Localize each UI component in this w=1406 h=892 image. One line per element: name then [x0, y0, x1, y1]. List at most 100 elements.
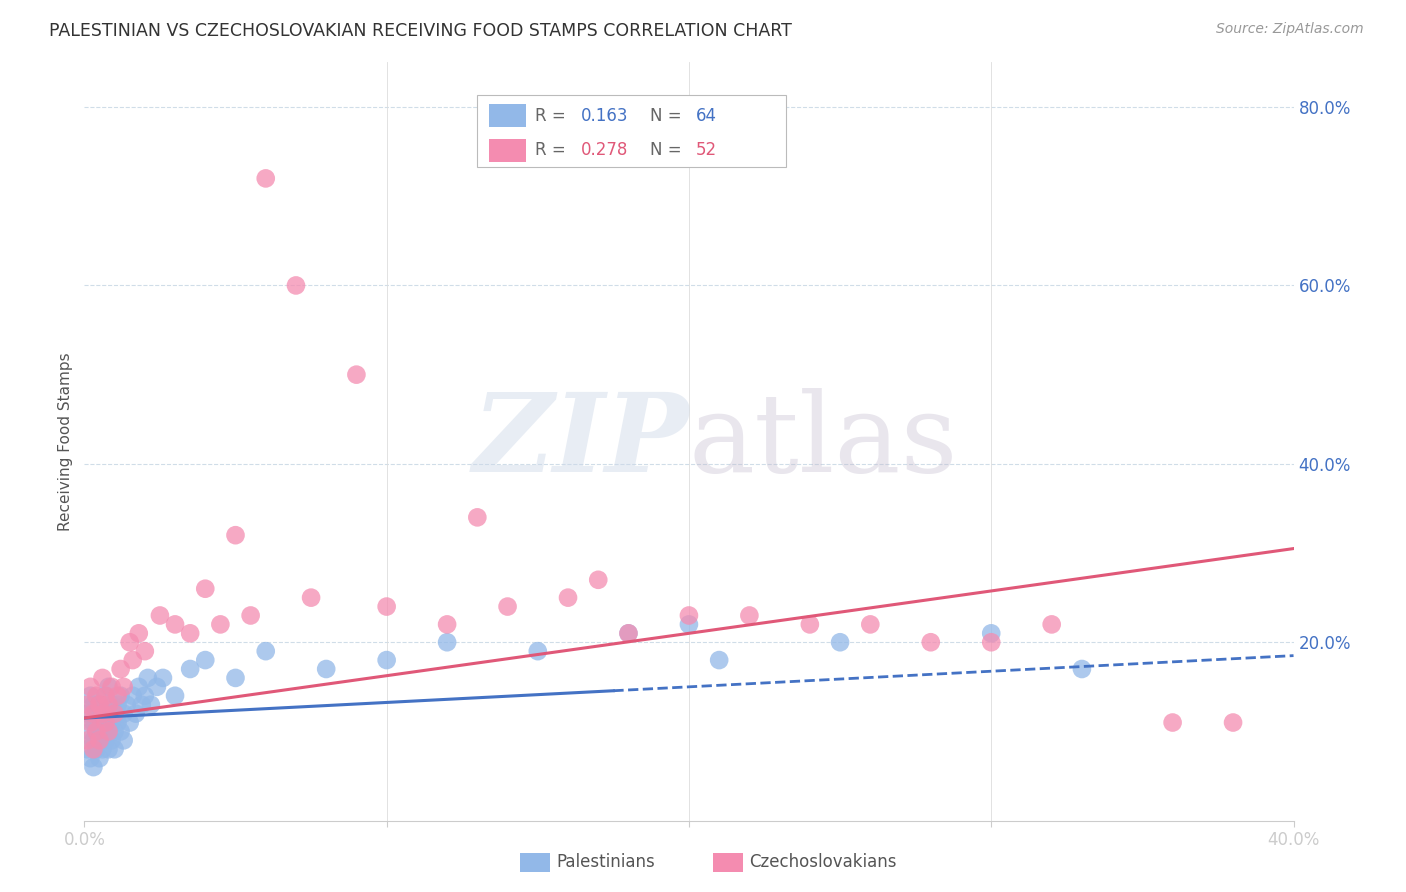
- Point: [79, 680, 101, 694]
- Point: [139, 698, 162, 712]
- Point: [709, 653, 731, 667]
- Text: N =: N =: [650, 106, 688, 125]
- Point: [152, 671, 174, 685]
- Point: [100, 698, 122, 712]
- Point: [799, 617, 821, 632]
- Point: [94, 689, 117, 703]
- Point: [91, 724, 114, 739]
- Text: 64: 64: [696, 106, 717, 125]
- Point: [86, 724, 108, 739]
- Text: atlas: atlas: [689, 388, 959, 495]
- Point: [89, 715, 111, 730]
- Point: [91, 671, 114, 685]
- Point: [97, 724, 120, 739]
- Point: [375, 599, 398, 614]
- Point: [79, 715, 101, 730]
- Point: [859, 617, 882, 632]
- Text: ZIP: ZIP: [472, 388, 689, 495]
- Point: [179, 662, 201, 676]
- Point: [110, 689, 132, 703]
- Point: [86, 724, 108, 739]
- Point: [97, 724, 120, 739]
- Point: [107, 698, 129, 712]
- Point: [82, 742, 104, 756]
- Point: [239, 608, 262, 623]
- Point: [125, 706, 148, 721]
- Point: [588, 573, 610, 587]
- Point: [920, 635, 942, 649]
- Point: [194, 653, 217, 667]
- Point: [100, 680, 122, 694]
- Point: [1161, 715, 1184, 730]
- Y-axis label: Receiving Food Stamps: Receiving Food Stamps: [58, 352, 73, 531]
- Text: 0.163: 0.163: [581, 106, 628, 125]
- Point: [86, 706, 108, 721]
- Point: [82, 715, 104, 730]
- Point: [97, 698, 120, 712]
- Point: [89, 733, 111, 747]
- Point: [97, 706, 120, 721]
- Point: [91, 706, 114, 721]
- Point: [496, 599, 519, 614]
- Point: [100, 733, 122, 747]
- Text: N =: N =: [650, 142, 688, 160]
- Point: [115, 698, 138, 712]
- Point: [79, 751, 101, 765]
- Point: [76, 742, 98, 756]
- Point: [128, 626, 150, 640]
- Point: [82, 733, 104, 747]
- Point: [980, 626, 1002, 640]
- Point: [254, 171, 277, 186]
- Point: [254, 644, 277, 658]
- Bar: [713, 853, 744, 871]
- Point: [112, 733, 135, 747]
- Point: [91, 742, 114, 756]
- Point: [678, 617, 700, 632]
- Point: [315, 662, 337, 676]
- Point: [738, 608, 761, 623]
- Point: [82, 698, 104, 712]
- Point: [112, 706, 135, 721]
- Point: [118, 715, 141, 730]
- Point: [82, 760, 104, 774]
- Point: [76, 733, 98, 747]
- Text: Source: ZipAtlas.com: Source: ZipAtlas.com: [1216, 22, 1364, 37]
- Point: [104, 742, 127, 756]
- Point: [134, 689, 156, 703]
- Text: Palestinians: Palestinians: [555, 854, 655, 871]
- Point: [97, 680, 120, 694]
- Text: 52: 52: [696, 142, 717, 160]
- Point: [557, 591, 579, 605]
- Point: [617, 626, 640, 640]
- Point: [121, 689, 143, 703]
- Point: [97, 742, 120, 756]
- Point: [128, 680, 150, 694]
- Point: [110, 724, 132, 739]
- Point: [104, 706, 127, 721]
- Text: R =: R =: [536, 142, 571, 160]
- Point: [1222, 715, 1244, 730]
- Point: [146, 680, 169, 694]
- Point: [76, 706, 98, 721]
- Point: [89, 698, 111, 712]
- Point: [107, 715, 129, 730]
- Point: [527, 644, 550, 658]
- Point: [104, 706, 127, 721]
- Point: [830, 635, 852, 649]
- Point: [149, 608, 172, 623]
- Text: Czechoslovakians: Czechoslovakians: [749, 854, 897, 871]
- Point: [79, 724, 101, 739]
- Point: [194, 582, 217, 596]
- Point: [89, 733, 111, 747]
- Point: [94, 715, 117, 730]
- Point: [104, 724, 127, 739]
- Text: R =: R =: [536, 106, 571, 125]
- Point: [91, 706, 114, 721]
- Point: [89, 698, 111, 712]
- Point: [346, 368, 368, 382]
- Point: [1040, 617, 1063, 632]
- Point: [467, 510, 489, 524]
- Point: [136, 671, 159, 685]
- Point: [131, 698, 153, 712]
- Point: [165, 617, 187, 632]
